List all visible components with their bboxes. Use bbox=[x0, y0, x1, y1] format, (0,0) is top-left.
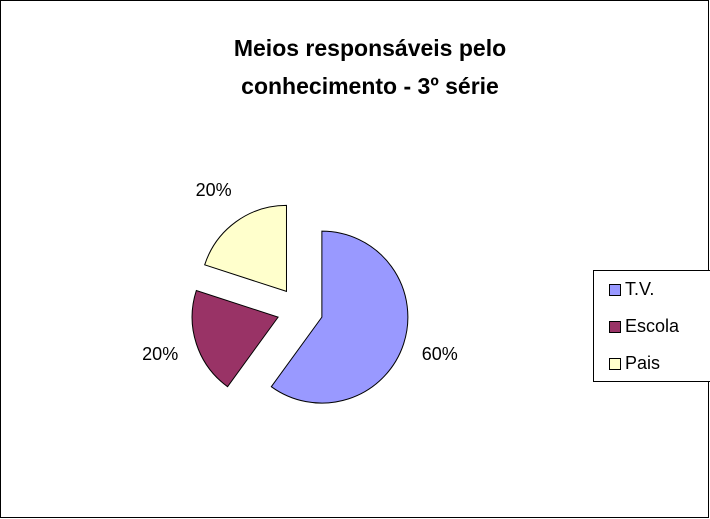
legend-label: T.V. bbox=[625, 279, 654, 299]
chart-title: conhecimento - 3º série bbox=[241, 73, 499, 99]
chart-title: Meios responsáveis pelo bbox=[234, 35, 506, 61]
data-label: 20% bbox=[142, 344, 178, 364]
legend-label: Pais bbox=[625, 353, 660, 373]
legend-swatch bbox=[609, 358, 621, 370]
pie-slice bbox=[191, 289, 279, 388]
pie-slice bbox=[270, 230, 409, 404]
legend-label: Escola bbox=[625, 316, 680, 336]
legend-swatch bbox=[609, 284, 621, 296]
pie-slice bbox=[204, 204, 287, 293]
legend-swatch bbox=[609, 321, 621, 333]
data-label: 60% bbox=[422, 344, 458, 364]
data-label: 20% bbox=[196, 180, 232, 200]
